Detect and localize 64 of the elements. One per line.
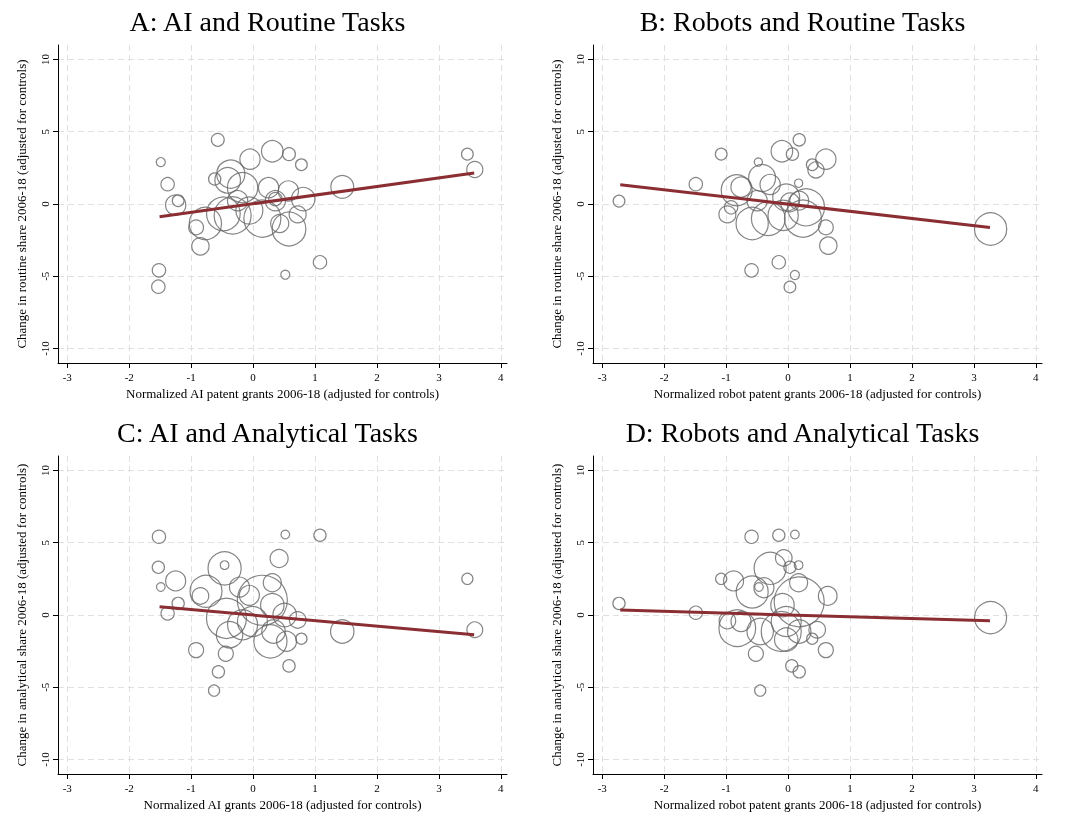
- x-tick-label: -1: [186, 781, 196, 794]
- x-tick-label: -1: [186, 370, 196, 383]
- x-tick-label: 3: [436, 370, 443, 383]
- x-tick-label: -3: [62, 370, 73, 383]
- y-axis-title: Change in routine share 2006-18 (adjusted for controls): [549, 59, 564, 349]
- y-tick-label: -10: [38, 751, 51, 767]
- y-axis-title: Change in analytical share 2006-18 (adjusted for controls): [549, 463, 564, 767]
- x-tick-label: 2: [909, 781, 915, 794]
- x-tick-label: 0: [250, 781, 257, 794]
- y-axis-title: Change in routine share 2006-18 (adjusted for controls): [14, 59, 29, 349]
- x-tick-label: 2: [374, 781, 380, 794]
- y-tick-label: 5: [38, 128, 51, 135]
- chart-title: A: AI and Routine Tasks: [129, 5, 406, 37]
- x-tick-label: 1: [847, 781, 853, 794]
- x-tick-label: 1: [312, 370, 318, 383]
- y-tick-label: -10: [38, 340, 51, 356]
- x-tick-label: 3: [971, 370, 978, 383]
- x-tick-label: 4: [498, 781, 505, 794]
- y-tick-label: 0: [573, 611, 586, 618]
- y-tick-label: 10: [38, 53, 51, 65]
- y-tick-label: -5: [573, 271, 586, 281]
- x-tick-label: -2: [124, 781, 134, 794]
- chart-title: B: Robots and Routine Tasks: [639, 5, 966, 37]
- y-tick-label: 5: [573, 128, 586, 135]
- y-tick-label: -5: [573, 682, 586, 692]
- x-tick-label: 0: [785, 370, 792, 383]
- x-axis-title: Normalized AI grants 2006-18 (adjusted for controls): [143, 796, 422, 812]
- x-tick-label: 2: [374, 370, 380, 383]
- x-tick-label: -1: [721, 370, 731, 383]
- y-tick-label: -5: [38, 682, 51, 692]
- x-tick-label: 4: [498, 370, 505, 383]
- y-tick-label: 5: [38, 539, 51, 546]
- y-tick-label: 0: [573, 200, 586, 207]
- y-tick-label: 0: [38, 611, 51, 618]
- x-tick-label: 0: [250, 370, 257, 383]
- x-tick-label: -2: [659, 781, 669, 794]
- x-tick-label: 0: [785, 781, 792, 794]
- y-axis-title: Change in analytical share 2006-18 (adjusted for controls): [14, 463, 29, 767]
- x-tick-label: 3: [436, 781, 443, 794]
- x-tick-label: -3: [597, 370, 608, 383]
- chart-title: C: AI and Analytical Tasks: [117, 416, 418, 448]
- chart-title: D: Robots and Analytical Tasks: [625, 416, 980, 448]
- y-tick-label: -5: [38, 271, 51, 281]
- y-tick-label: 10: [573, 464, 586, 476]
- y-tick-label: 5: [573, 539, 586, 546]
- y-tick-label: 10: [573, 53, 586, 65]
- x-tick-label: 2: [909, 370, 915, 383]
- x-axis-title: Normalized robot patent grants 2006-18 (adjusted for controls): [653, 385, 982, 401]
- y-tick-label: 0: [38, 200, 51, 207]
- x-axis-title: Normalized AI patent grants 2006-18 (adjusted for controls): [126, 385, 439, 401]
- x-tick-label: -3: [597, 781, 608, 794]
- x-tick-label: -2: [124, 370, 134, 383]
- x-tick-label: -3: [62, 781, 73, 794]
- x-tick-label: -1: [721, 781, 731, 794]
- x-axis-title: Normalized robot patent grants 2006-18 (adjusted for controls): [653, 796, 982, 812]
- x-tick-label: 4: [1033, 781, 1040, 794]
- x-tick-label: 1: [847, 370, 853, 383]
- y-tick-label: -10: [573, 340, 586, 356]
- x-tick-label: 4: [1033, 370, 1040, 383]
- y-tick-label: -10: [573, 751, 586, 767]
- x-tick-label: -2: [659, 370, 669, 383]
- x-tick-label: 1: [312, 781, 318, 794]
- y-tick-label: 10: [38, 464, 51, 476]
- x-tick-label: 3: [971, 781, 978, 794]
